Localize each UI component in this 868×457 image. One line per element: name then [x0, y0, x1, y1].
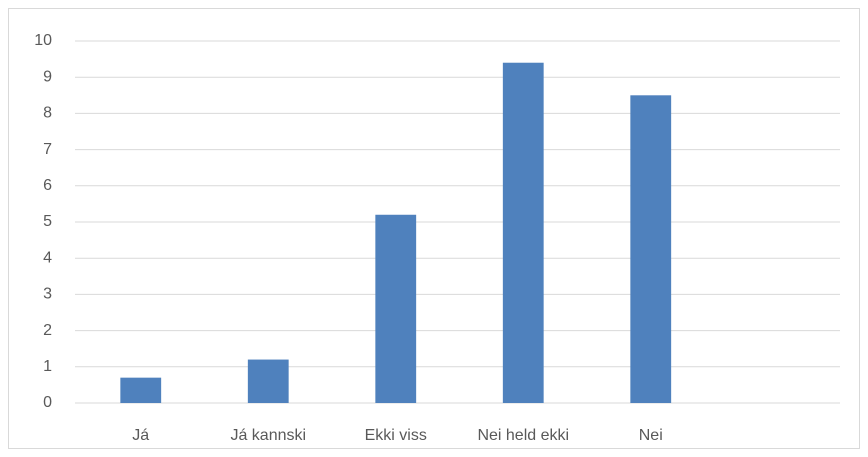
y-tick-label: 5 [43, 213, 52, 230]
bar [375, 214, 417, 403]
y-tick-label: 4 [43, 249, 52, 266]
x-tick-label: Ekki viss [365, 427, 427, 444]
y-tick-label: 9 [43, 68, 52, 85]
y-tick-label: 3 [43, 286, 52, 303]
y-tick-label: 6 [43, 177, 52, 194]
y-tick-label: 7 [43, 141, 52, 158]
y-tick-label: 8 [43, 105, 52, 122]
bar [502, 62, 544, 403]
bar [630, 95, 672, 404]
bar [120, 377, 162, 403]
y-tick-label: 10 [34, 32, 52, 49]
x-tick-label: Já kannski [230, 427, 306, 444]
bar [247, 359, 289, 403]
y-tick-label: 1 [43, 358, 52, 375]
x-tick-label: Nei [639, 427, 663, 444]
x-tick-label: Já [132, 427, 149, 444]
y-tick-label: 0 [43, 394, 52, 411]
chart-frame [8, 8, 860, 449]
y-tick-label: 2 [43, 322, 52, 339]
x-tick-label: Nei held ekki [477, 427, 569, 444]
